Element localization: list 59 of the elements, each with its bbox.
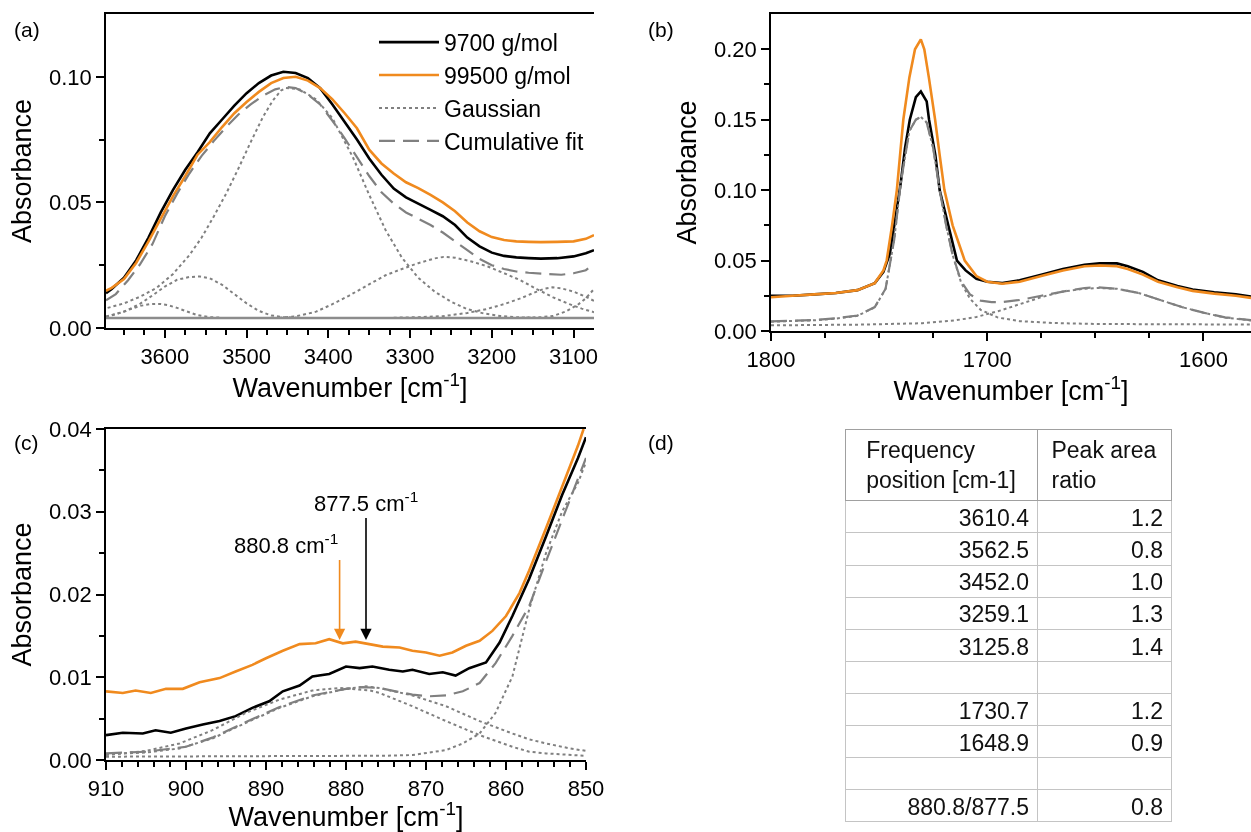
y-axis-title: Absorbance	[6, 98, 37, 244]
x-axis-title: Wavenumber [cm$^{-1}$]	[232, 369, 468, 404]
chart-title: (b)	[648, 18, 674, 41]
data-label: 0.8	[1131, 794, 1163, 821]
y-tick-label: 0.10	[49, 64, 92, 90]
data-label: 1.3	[1131, 601, 1163, 628]
category-label: 3610.4	[958, 505, 1030, 532]
x-tick-label: 910	[87, 776, 125, 802]
x-tick-label: 3600	[140, 344, 190, 370]
data-label: 1.2	[1131, 697, 1163, 724]
x-tick-label: 850	[567, 776, 605, 802]
x-tick-label: 1700	[962, 347, 1012, 373]
text: Frequency position [cm-1]	[866, 437, 1016, 493]
category-label: 1648.9	[958, 729, 1029, 756]
legend-label: 99500 g/mol	[444, 62, 571, 89]
x-tick-label: 860	[487, 776, 525, 802]
legend-label: Cumulative fit	[444, 128, 584, 155]
category-label: 1730.7	[958, 697, 1029, 724]
text: (d)	[648, 431, 674, 454]
annotation: 880.8 cm$^{-1}$	[234, 530, 339, 559]
x-tick-label: 3400	[303, 344, 353, 370]
data-label: 1.2	[1131, 505, 1163, 532]
data-label: 1.0	[1131, 569, 1163, 596]
y-tick-label: 0.00	[49, 747, 92, 773]
x-tick-label: 3300	[385, 344, 435, 370]
legend-label: 9700 g/mol	[444, 30, 558, 57]
annotation: 877.5 cm$^{-1}$	[314, 488, 419, 517]
chart-title: (c)	[14, 431, 39, 454]
text: Peak area ratio	[1051, 437, 1157, 493]
y-tick-label: 0.04	[49, 416, 92, 442]
y-axis-title: Absorbance	[6, 522, 37, 667]
y-tick-label: 0.10	[714, 177, 757, 203]
x-tick-label: 1800	[746, 347, 796, 373]
x-tick-label: 3100	[549, 344, 599, 370]
data-label: 0.8	[1131, 537, 1163, 564]
y-tick-label: 0.20	[714, 36, 757, 62]
data-label: 0.9	[1131, 729, 1163, 756]
x-tick-label: 1600	[1178, 347, 1228, 373]
y-tick-label: 0.00	[714, 318, 757, 344]
category-label: 3562.5	[958, 537, 1029, 564]
y-tick-label: 0.05	[714, 248, 757, 274]
x-tick-label: 900	[167, 776, 205, 802]
chart-title: (a)	[14, 18, 40, 41]
category-label: 3259.1	[958, 601, 1029, 628]
category-label: 3452.0	[958, 569, 1029, 596]
y-tick-label: 0.00	[49, 315, 92, 341]
category-label: 3125.8	[958, 633, 1029, 660]
y-tick-label: 0.03	[49, 499, 92, 525]
legend-label: Gaussian	[444, 95, 542, 122]
data-label: 1.4	[1131, 633, 1164, 660]
y-axis-title: Absorbance	[671, 100, 702, 245]
category-label: 880.8/877.5	[907, 794, 1029, 821]
x-tick-label: 3200	[467, 344, 517, 370]
x-tick-label: 3500	[222, 344, 272, 370]
y-tick-label: 0.02	[49, 582, 92, 608]
x-axis-title: Wavenumber [cm$^{-1}$]	[893, 372, 1129, 407]
y-tick-label: 0.01	[49, 664, 92, 690]
y-tick-label: 0.15	[714, 107, 757, 133]
y-tick-label: 0.05	[49, 190, 92, 216]
